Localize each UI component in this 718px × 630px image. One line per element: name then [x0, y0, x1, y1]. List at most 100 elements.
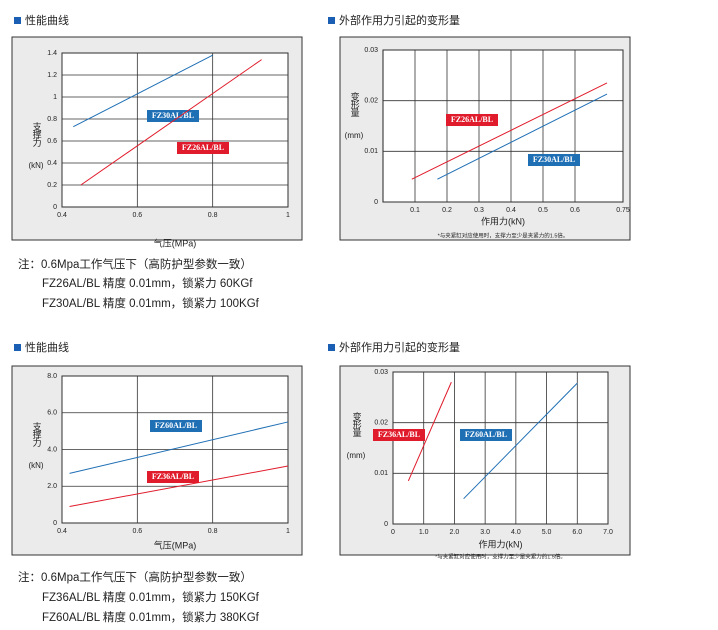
chart-note: *与夹紧缸对应使用时，支撑力至少是夹紧力的1.5倍。 — [435, 552, 566, 560]
note-line: FZ36AL/BL 精度 0.01mm，锁紧力 150KGf — [42, 590, 260, 604]
series-tag: FZ26AL/BL — [182, 143, 224, 152]
x-tick-label: 0.8 — [208, 528, 218, 535]
y-tick-label: 0.03 — [374, 369, 388, 376]
x-tick-label: 3.0 — [480, 529, 490, 536]
heading-marker — [14, 17, 21, 24]
x-axis-label: 气压(MPa) — [154, 539, 197, 550]
x-tick-label: 1 — [286, 212, 290, 219]
plot-area — [61, 52, 289, 208]
x-axis-label: 作用力(kN) — [479, 538, 523, 549]
section-title: 外部作用力引起的变形量 — [339, 13, 460, 27]
x-tick-label: 5.0 — [542, 529, 552, 536]
y-axis-unit: (kN) — [28, 461, 43, 470]
series-tag-box — [446, 114, 498, 126]
x-tick-label: 6.0 — [572, 529, 582, 536]
series-tag: FZ60AL/BL — [155, 421, 197, 430]
x-tick-label: 1.0 — [419, 529, 429, 536]
y-tick-label: 0.02 — [374, 420, 388, 427]
x-tick-label: 0.3 — [474, 207, 484, 214]
series-line — [437, 93, 608, 180]
x-tick-label: 7.0 — [603, 529, 613, 536]
y-tick-label: 0.02 — [364, 98, 378, 105]
plot-area — [392, 371, 609, 525]
y-tick-label: 1.2 — [47, 72, 57, 79]
series-tag-box — [177, 142, 229, 154]
note-line: 注：0.6Mpa工作气压下（高防护型参数一致） — [18, 257, 252, 271]
series-line — [80, 59, 262, 186]
y-tick-label: 1 — [53, 94, 57, 101]
series-tag: FZ36AL/BL — [378, 430, 420, 439]
x-tick-label: 0.5 — [538, 207, 548, 214]
series-line — [463, 382, 578, 500]
plot-area — [382, 49, 624, 203]
x-tick-label: 0.8 — [208, 212, 218, 219]
heading-marker — [14, 344, 21, 351]
x-axis-label: 作用力(kN) — [481, 215, 525, 226]
y-tick-label: 0 — [53, 204, 57, 211]
x-tick-label: 0.4 — [57, 212, 67, 219]
series-tag: FZ36AL/BL — [152, 472, 194, 481]
x-axis-label: 气压(MPa) — [154, 237, 197, 248]
x-tick-label: 2.0 — [450, 529, 460, 536]
x-tick-label: 0.6 — [132, 212, 142, 219]
x-tick-label: 1 — [286, 528, 290, 535]
x-tick-label: 0.2 — [442, 207, 452, 214]
series-line — [73, 54, 213, 128]
note-line: FZ60AL/BL 精度 0.01mm，锁紧力 380KGf — [42, 610, 260, 624]
section-title: 性能曲线 — [25, 13, 69, 27]
x-tick-label: 0.4 — [506, 207, 516, 214]
series-tag-box — [147, 471, 199, 483]
y-tick-label: 0 — [384, 521, 388, 528]
y-tick-label: 1.4 — [47, 50, 57, 57]
series-tag: FZ26AL/BL — [451, 115, 493, 124]
y-axis-label: 支撑力 — [32, 121, 42, 148]
y-tick-label: 0.01 — [374, 470, 388, 477]
y-tick-label: 0.8 — [47, 116, 57, 123]
x-tick-label: 0.6 — [132, 528, 142, 535]
series-line — [411, 82, 608, 180]
heading-marker — [328, 17, 335, 24]
section-title: 外部作用力引起的变形量 — [339, 340, 460, 354]
series-tag-box — [147, 110, 199, 122]
y-tick-label: 2.0 — [47, 483, 57, 490]
y-tick-label: 0.2 — [47, 182, 57, 189]
series-tag: FZ30AL/BL — [152, 111, 194, 120]
y-tick-label: 8.0 — [47, 373, 57, 380]
note-line: 注：0.6Mpa工作气压下（高防护型参数一致） — [18, 570, 252, 584]
y-tick-label: 0.4 — [47, 160, 57, 167]
series-tag-box — [373, 429, 425, 441]
y-axis-label: 支撑力 — [32, 421, 42, 448]
y-tick-label: 0 — [374, 199, 378, 206]
series-line — [407, 381, 452, 482]
x-tick-label: 0.4 — [57, 528, 67, 535]
y-axis-unit: (mm) — [345, 131, 364, 140]
note-line: FZ26AL/BL 精度 0.01mm，锁紧力 60KGf — [42, 276, 253, 290]
y-axis-unit: (kN) — [28, 161, 43, 170]
series-tag: FZ60AL/BL — [465, 430, 507, 439]
series-line — [69, 421, 289, 474]
series-tag-box — [150, 420, 202, 432]
y-axis-label: 变形量 — [352, 411, 362, 437]
y-axis-label: 变形量 — [350, 91, 360, 117]
y-tick-label: 6.0 — [47, 410, 57, 417]
note-line: FZ30AL/BL 精度 0.01mm，锁紧力 100KGf — [42, 296, 260, 310]
series-tag-box — [460, 429, 512, 441]
x-tick-label: 0.6 — [570, 207, 580, 214]
heading-marker — [328, 344, 335, 351]
y-tick-label: 0.03 — [364, 47, 378, 54]
y-tick-label: 0.6 — [47, 138, 57, 145]
series-tag: FZ30AL/BL — [533, 155, 575, 164]
x-tick-label: 4.0 — [511, 529, 521, 536]
x-tick-label: 0.75 — [616, 207, 630, 214]
x-tick-label: 0 — [391, 529, 395, 536]
y-tick-label: 4.0 — [47, 446, 57, 453]
series-tag-box — [528, 154, 580, 166]
section-title: 性能曲线 — [25, 340, 69, 354]
chart-note: *与夹紧缸对应使用时，支撑力至少是夹紧力的1.5倍。 — [438, 231, 569, 239]
y-tick-label: 0 — [53, 520, 57, 527]
y-axis-unit: (mm) — [347, 451, 366, 460]
y-tick-label: 0.01 — [364, 148, 378, 155]
series-line — [69, 465, 289, 507]
x-tick-label: 0.1 — [410, 207, 420, 214]
